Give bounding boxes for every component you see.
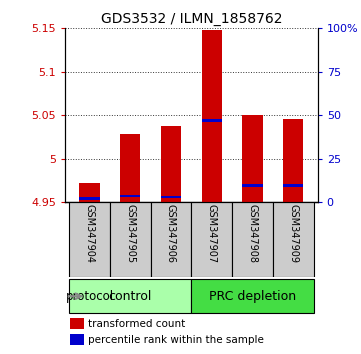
Bar <box>70 334 84 345</box>
Bar <box>242 184 263 187</box>
Text: transformed count: transformed count <box>88 319 185 329</box>
Text: PRC depletion: PRC depletion <box>209 290 296 303</box>
Bar <box>69 279 191 313</box>
Bar <box>161 196 181 198</box>
Bar <box>70 318 84 329</box>
Bar <box>201 30 222 202</box>
Bar <box>151 202 191 278</box>
Text: GSM347904: GSM347904 <box>84 204 95 263</box>
Bar <box>69 202 110 278</box>
Text: control: control <box>109 290 152 303</box>
Text: GSM347907: GSM347907 <box>207 204 217 263</box>
Bar <box>273 202 314 278</box>
Bar <box>110 202 151 278</box>
Bar <box>232 202 273 278</box>
Text: GSM347908: GSM347908 <box>248 204 257 263</box>
Bar <box>79 183 100 202</box>
Bar <box>191 202 232 278</box>
Bar <box>161 126 181 202</box>
Text: GSM347906: GSM347906 <box>166 204 176 263</box>
Text: GSM347909: GSM347909 <box>288 204 298 263</box>
Bar <box>242 115 263 202</box>
Bar <box>79 198 100 200</box>
Text: protocol: protocol <box>66 290 114 303</box>
Bar <box>120 134 140 202</box>
Bar <box>283 119 303 202</box>
Bar <box>201 119 222 121</box>
Text: GSM347905: GSM347905 <box>125 204 135 263</box>
Bar <box>283 184 303 187</box>
Title: GDS3532 / ILMN_1858762: GDS3532 / ILMN_1858762 <box>101 12 282 26</box>
Bar <box>191 279 314 313</box>
Text: percentile rank within the sample: percentile rank within the sample <box>88 335 264 345</box>
Bar <box>120 195 140 197</box>
